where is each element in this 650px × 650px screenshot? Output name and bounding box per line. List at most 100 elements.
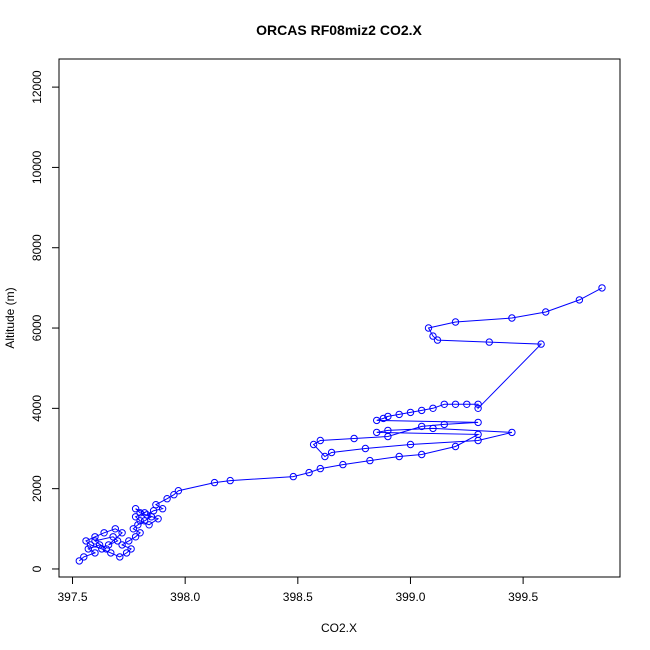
- data-point: [463, 400, 471, 408]
- data-point: [86, 541, 95, 549]
- data-point: [384, 412, 392, 421]
- data-point: [542, 308, 550, 316]
- y-axis-label: Altitude (m): [3, 287, 17, 348]
- data-point: [127, 545, 135, 553]
- series-line: [78, 287, 603, 562]
- y-tick-label: 12000: [30, 70, 44, 104]
- data-point: [131, 533, 140, 541]
- data-point: [143, 511, 151, 519]
- data-point: [379, 414, 388, 423]
- y-tick-label: 4000: [30, 395, 44, 422]
- data-point: [418, 422, 426, 431]
- data-point: [433, 336, 442, 344]
- data-point: [406, 440, 415, 449]
- plot-frame: [58, 58, 621, 578]
- data-point: [537, 340, 545, 348]
- y-tick-label: 0: [30, 565, 44, 572]
- data-point: [91, 549, 99, 557]
- data-point: [440, 400, 448, 408]
- data-point: [107, 549, 115, 557]
- data-point: [316, 464, 324, 473]
- data-point: [174, 487, 183, 495]
- data-point: [316, 436, 324, 445]
- data-point: [82, 537, 90, 545]
- data-point: [424, 324, 433, 332]
- data-point: [429, 424, 437, 433]
- data-point: [474, 404, 482, 412]
- data-point: [418, 406, 426, 415]
- data-point: [102, 545, 111, 553]
- data-point: [131, 513, 140, 521]
- data-point: [429, 332, 437, 340]
- data-point: [406, 408, 415, 417]
- data-point: [129, 525, 138, 533]
- data-point: [373, 416, 381, 425]
- data-point: [136, 509, 144, 517]
- data-point: [474, 400, 482, 408]
- data-point: [152, 501, 160, 509]
- x-tick-label: 398.5: [283, 590, 313, 604]
- data-point: [289, 472, 297, 481]
- data-point: [451, 400, 460, 408]
- data-point: [113, 537, 122, 545]
- data-point: [134, 521, 142, 529]
- data-point: [136, 517, 144, 525]
- data-point: [100, 529, 108, 537]
- data-point: [474, 436, 482, 445]
- y-tick-label: 10000: [30, 150, 44, 184]
- data-point: [451, 318, 460, 326]
- x-axis-label: CO2.X: [321, 621, 357, 635]
- data-point: [84, 545, 93, 553]
- x-tick-label: 397.5: [58, 590, 88, 604]
- data-point: [339, 460, 347, 469]
- data-point: [154, 515, 162, 523]
- data-point: [373, 428, 381, 437]
- data-point: [116, 553, 124, 561]
- data-point: [598, 284, 606, 292]
- data-point: [163, 495, 171, 503]
- data-point: [575, 296, 584, 304]
- x-tick-label: 399.0: [395, 590, 425, 604]
- data-point: [140, 509, 149, 517]
- data-point: [451, 442, 460, 451]
- data-point: [305, 468, 313, 477]
- data-point: [440, 420, 448, 429]
- data-point: [109, 533, 117, 541]
- data-point: [361, 444, 370, 453]
- data-point: [98, 545, 106, 553]
- data-point: [327, 448, 336, 457]
- x-tick-label: 399.5: [508, 590, 538, 604]
- data-point: [91, 533, 99, 541]
- data-point: [508, 314, 516, 322]
- chart-title: ORCAS RF08miz2 CO2.X: [256, 22, 422, 38]
- data-point: [158, 505, 167, 513]
- data-point: [418, 450, 426, 459]
- x-axis: 397.5 398.0 398.5 399.0 399.5: [58, 576, 538, 604]
- data-point: [104, 541, 113, 549]
- data-point: [210, 478, 219, 487]
- data-point: [429, 404, 437, 412]
- data-point: [350, 434, 358, 443]
- plot-area: [58, 58, 621, 578]
- data-point: [226, 476, 234, 485]
- y-tick-label: 6000: [30, 314, 44, 341]
- data-point: [95, 541, 104, 549]
- data-point: [136, 529, 144, 537]
- data-point: [125, 537, 133, 545]
- x-tick-label: 398.0: [170, 590, 200, 604]
- data-point: [111, 525, 120, 533]
- data-point: [122, 549, 131, 557]
- data-point: [321, 452, 329, 461]
- data-point: [170, 491, 178, 499]
- y-tick-label: 2000: [30, 475, 44, 502]
- data-point: [384, 432, 392, 441]
- data-point: [366, 456, 374, 465]
- data-point: [118, 529, 126, 537]
- data-point: [395, 410, 403, 419]
- data-point: [309, 440, 318, 449]
- data-point: [118, 541, 126, 549]
- data-point: [75, 557, 84, 565]
- data-point: [395, 452, 403, 461]
- data-point: [145, 521, 153, 529]
